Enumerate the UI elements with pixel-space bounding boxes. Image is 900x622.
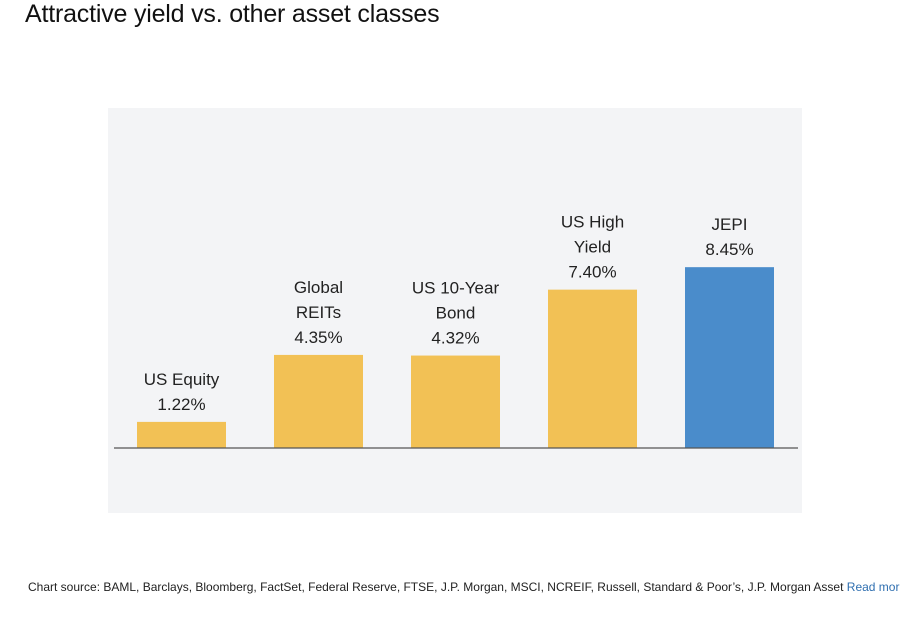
bar-label-global-reits: Global REITs 4.35% — [294, 278, 343, 347]
category-label: US Equity — [144, 370, 220, 389]
chart-panel: US Equity 1.22% Global REITs 4.35% US 10-Year… — [108, 108, 802, 513]
bar-label-us-equity: US Equity 1.22% — [144, 370, 220, 414]
value-label: 4.32% — [431, 329, 479, 348]
category-label: US 10-Year — [412, 279, 500, 298]
category-label: US High — [561, 213, 624, 232]
chart-source-footer: Chart source: BAML, Barclays, Bloomberg,… — [28, 580, 900, 594]
value-label: 8.45% — [705, 240, 753, 259]
read-more-link[interactable]: Read more — [846, 580, 900, 594]
category-label: Global — [294, 278, 343, 297]
bar-us-equity — [137, 421, 226, 448]
chart-source-text: Chart source: BAML, Barclays, Bloomberg,… — [28, 580, 844, 594]
bar-global-reits — [274, 354, 363, 448]
value-label: 1.22% — [157, 395, 205, 414]
bar-us-10-year-bond — [411, 355, 500, 448]
category-label: Yield — [574, 238, 611, 257]
bar-chart: US Equity 1.22% Global REITs 4.35% US 10-Year… — [114, 213, 798, 449]
bar-label-jepi: JEPI 8.45% — [705, 215, 753, 259]
value-label: 7.40% — [568, 263, 616, 282]
bar-label-us-high-yield: US High Yield 7.40% — [561, 213, 624, 282]
category-label: Bond — [436, 304, 476, 323]
category-label: JEPI — [712, 215, 748, 234]
bar-jepi — [685, 267, 774, 448]
page-title: Attractive yield vs. other asset classes — [25, 0, 440, 28]
bar-us-high-yield — [548, 289, 637, 448]
category-label: REITs — [296, 303, 341, 322]
value-label: 4.35% — [294, 328, 342, 347]
bar-label-us-10-year-bond: US 10-Year Bond 4.32% — [412, 279, 500, 348]
